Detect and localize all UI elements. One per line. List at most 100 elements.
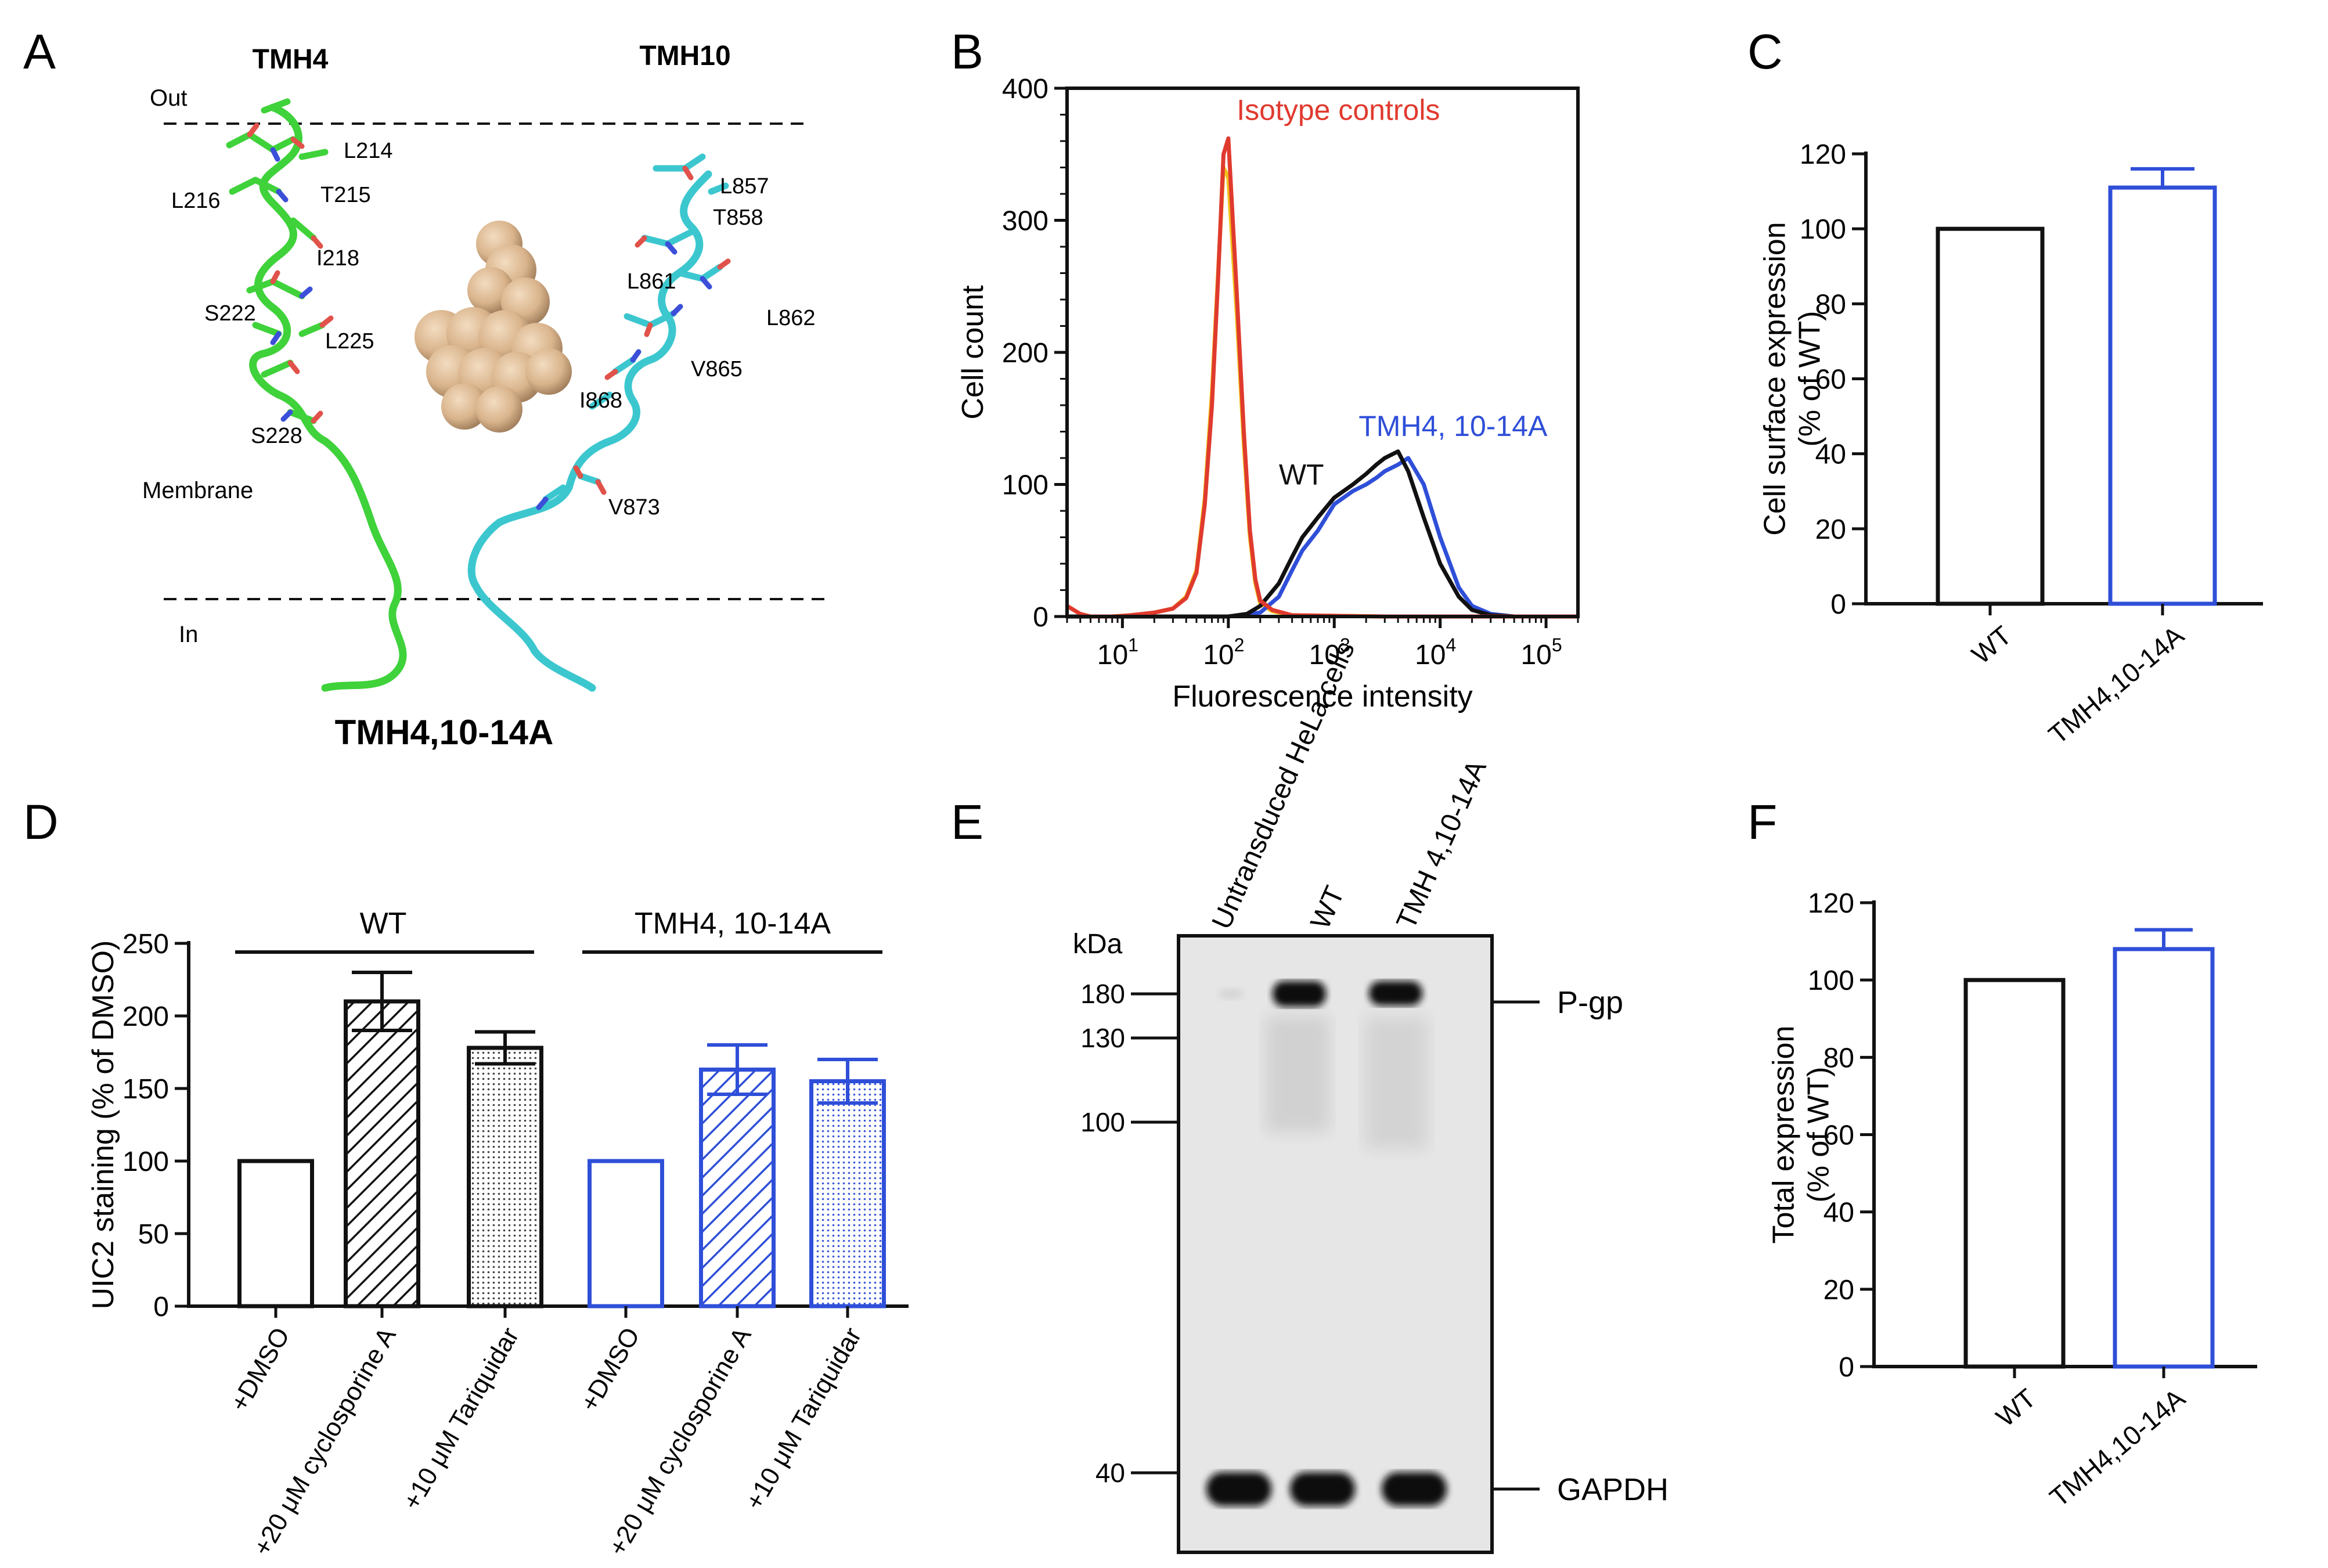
pgp-smear-mutant [1364, 1016, 1428, 1149]
x-tick-base: 10 [1309, 640, 1340, 671]
y-tick-label: 200 [122, 1001, 169, 1032]
x-tick-base: 10 [1203, 640, 1234, 671]
panel-letter-d: D [23, 795, 59, 849]
y-tick-label: 80 [1815, 289, 1846, 320]
group-label-mutant: TMH4, 10-14A [635, 907, 831, 940]
y-tick-label: 120 [1808, 888, 1854, 919]
bar-5 [809, 1079, 886, 1309]
bar-1 [2113, 947, 2215, 1369]
bar-0 [1936, 226, 2045, 606]
ligand-atom [441, 383, 488, 430]
mutant-annotation: TMH4, 10-14A [1358, 410, 1548, 442]
wt-annotation: WT [1279, 459, 1324, 491]
residue-label: L225 [325, 329, 374, 354]
y-axis-title: UIC2 staining (% of DMSO) [87, 940, 120, 1310]
y-tick-label: 150 [122, 1074, 169, 1105]
marker-180: 180 [1080, 979, 1125, 1009]
x-tick-base: 10 [1520, 640, 1551, 671]
residue-label: T215 [320, 183, 371, 207]
lane-label-wt: WT [1305, 882, 1351, 934]
pgp-label: P-gp [1557, 985, 1623, 1020]
x-tick-base: 10 [1097, 640, 1128, 671]
y-tick-label: 250 [122, 929, 169, 960]
x-tick-label: 105 [1520, 635, 1562, 671]
ligand-spheres [415, 221, 572, 432]
y-axis-title-line: (% of WT) [1793, 311, 1826, 447]
y-axis-title-line: (% of WT) [1801, 1067, 1835, 1203]
bar-4 [699, 1068, 776, 1309]
y-tick-label: 100 [1800, 214, 1846, 245]
x-category-label: WT [1990, 1383, 2041, 1433]
marker-40: 40 [1095, 1458, 1125, 1488]
panel-letter-b: B [951, 24, 983, 79]
out-label: Out [150, 85, 187, 111]
x-tick-exponent: 2 [1234, 635, 1245, 655]
series-line-3 [1067, 456, 1578, 619]
residue-label: L216 [171, 189, 221, 213]
kda-label: kDa [1073, 929, 1123, 960]
gapdh-band-untransduced [1206, 1472, 1271, 1506]
bar-1 [2108, 185, 2217, 606]
panel-c-bar-chart: 0 20 40 60 80 100 120 Cell surface expression(%… [1758, 139, 2263, 750]
pgp-smear-wt [1266, 1016, 1329, 1132]
residue-label: L857 [720, 174, 769, 199]
panel-letter-f: F [1747, 795, 1777, 849]
tmh4-title: TMH4 [253, 44, 329, 75]
x-category-label: WT [1966, 620, 2017, 670]
y-tick-label: 0 [153, 1292, 169, 1322]
x-category-label: +DMSO [225, 1323, 295, 1416]
residue-label: L862 [766, 306, 816, 330]
x-category-label: +10 μM Tariquidar [397, 1323, 524, 1515]
residue-label: I868 [579, 388, 622, 413]
in-label: In [179, 622, 198, 647]
y-tick-label: 0 [1839, 1352, 1854, 1383]
y-axis-title: Cell count [956, 285, 990, 420]
y-tick-label: 50 [138, 1219, 169, 1250]
bar-2 [467, 1046, 543, 1309]
residue-label: L214 [344, 139, 393, 163]
y-tick-label: 40 [1824, 1198, 1854, 1228]
tmh10-helix [467, 153, 731, 692]
panel-letter-e: E [951, 795, 983, 849]
bar-3 [588, 1159, 664, 1309]
x-tick-exponent: 3 [1340, 635, 1350, 655]
panel-a-structure: TMH4 TMH10 Out In Membrane TMH4,10-14A [142, 41, 824, 752]
bar-0 [1963, 978, 2066, 1369]
gapdh-label: GAPDH [1557, 1472, 1668, 1507]
lane-label-mutant: TMH 4,10-14A [1391, 756, 1493, 934]
x-tick-exponent: 1 [1128, 635, 1138, 655]
gapdh-band-wt [1290, 1472, 1355, 1506]
x-tick-label: 103 [1309, 635, 1350, 671]
tmh4-helix [226, 98, 407, 692]
y-axis-title: Total expression(% of WT) [1767, 1026, 1836, 1244]
bar-1 [344, 999, 420, 1309]
residue-label: I218 [316, 246, 359, 271]
x-tick-label: 102 [1203, 635, 1244, 671]
x-tick-base: 10 [1415, 640, 1446, 671]
y-tick-label: 0 [1830, 589, 1846, 620]
ligand-atom [525, 348, 572, 395]
x-tick-label: 101 [1097, 635, 1138, 671]
panel-letter-a: A [23, 24, 56, 79]
faint-band-untransduced [1218, 988, 1244, 1000]
x-axis-title: Fluorescence intensity [1172, 680, 1472, 713]
series-line-1 [1066, 136, 1578, 619]
panel-f-bar-chart: 0 20 40 60 80 100 120 Total expression(% of WT)… [1767, 888, 2257, 1513]
y-tick-label: 400 [1002, 74, 1048, 104]
y-tick-label: 120 [1800, 139, 1846, 170]
bar-0 [237, 1159, 314, 1309]
y-tick-label: 20 [1824, 1275, 1854, 1306]
gapdh-band-mutant [1382, 1472, 1447, 1506]
series-line-2 [1067, 449, 1578, 619]
y-tick-label: 40 [1815, 439, 1846, 470]
blot-membrane [1177, 934, 1494, 1554]
residue-label: T858 [713, 206, 763, 230]
plot-frame [1065, 86, 1580, 618]
panel-letter-c: C [1747, 24, 1783, 79]
y-tick-label: 80 [1824, 1043, 1854, 1073]
pgp-band-wt [1273, 981, 1326, 1007]
